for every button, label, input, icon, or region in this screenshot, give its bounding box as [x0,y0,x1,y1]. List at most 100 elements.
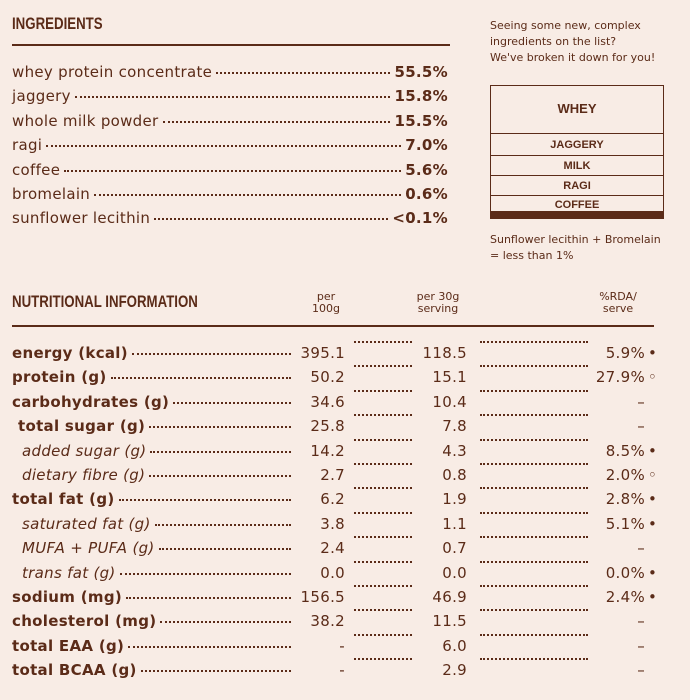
rda: – [637,417,645,436]
per-30g: 0.0 [442,563,467,582]
rda: 2.0% [605,466,645,484]
leader [480,585,588,587]
leader [149,426,291,429]
leader [64,169,402,172]
leader-wrap [476,414,592,419]
rda-marker: • [648,514,658,533]
rda: – [637,539,645,558]
layer: COFFEE [491,195,663,214]
leader-wrap [350,609,416,614]
ingredients-title: INGREDIENTS [12,14,103,33]
nutrient-row: cholesterol (mg) [12,612,295,630]
leader [154,218,389,221]
divider [12,325,654,327]
per-100g: 38.2 [310,612,345,631]
per-100g: 156.5 [300,588,345,606]
nutrient-name: added sugar (g) [22,441,147,460]
ingredient-name: whey protein concentrate [12,63,213,81]
divider [12,44,450,46]
leader-wrap [350,389,416,395]
leader [480,633,588,636]
layer-top: WHEY [557,101,597,116]
leader-wrap [476,609,592,614]
per-30g: 4.3 [442,441,467,460]
leader-wrap [476,536,592,541]
per-30g: 1.9 [442,490,467,509]
leader [158,548,291,551]
leader-wrap [476,658,592,663]
leader [126,597,291,599]
nutrient-row: dietary fibre (g) [22,466,295,484]
leader [154,523,291,526]
ingredient-name: whole milk powder [12,111,159,130]
leader [480,365,588,368]
nutrient-row: added sugar (g) [22,442,295,460]
per-30g: 2.9 [442,661,467,680]
leader-wrap [350,341,416,346]
leader [160,621,291,624]
leader-wrap [476,511,592,517]
ingredient-percent: 15.5% [394,111,448,130]
ingredient-row: coffee 5.6% [12,161,448,179]
per-100g: 25.8 [310,417,345,436]
leader [480,438,588,441]
leader [140,670,291,673]
per-30g: 6.0 [442,636,467,655]
per-100g: 2.4 [320,539,345,558]
rda: 5.9% [605,344,645,362]
per-30g: 7.8 [442,417,467,436]
per-30g: 118.5 [422,344,467,362]
leader [150,450,291,453]
leader [354,341,412,343]
leader [46,145,402,148]
leader-wrap [350,438,416,444]
nutrient-name: energy (kcal) [12,344,128,362]
ingredient-percent: 0.6% [405,185,448,203]
leader-wrap [476,585,592,590]
note: Seeing some new, complex ingredients on t… [490,18,680,66]
leader-wrap [350,487,416,492]
rda: – [637,612,645,631]
leader [354,511,412,514]
nutrient-name: dietary fibre (g) [22,466,146,484]
rda: – [637,392,645,411]
column-header: %RDA/serve [585,291,651,315]
leader [354,609,412,612]
ingredient-name: sunflower lecithin [12,209,151,228]
per-100g: 14.2 [310,441,345,460]
leader [74,96,391,99]
nutrient-name: protein (g) [12,368,107,387]
leader-wrap [350,536,416,541]
nutrient-row: total sugar (g) [18,417,295,435]
leader [480,487,588,490]
header-line: 100g [312,302,340,315]
per-100g: 3.8 [320,514,345,533]
ingredient-percent: <0.1% [392,209,448,228]
leader [354,438,412,441]
diagram-caption: Sunflower lecithin + Bromelain = less tha… [490,232,685,264]
leader [354,365,412,368]
ingredient-name: jaggery [12,87,71,106]
nutrient-row: energy (kcal) [12,344,295,362]
ingredient-row: whole milk powder 15.5% [12,112,448,130]
rda: 8.5% [605,441,645,460]
header-line: per [316,290,336,303]
ingredient-row: bromelain 0.6% [12,185,448,203]
leader [354,487,412,490]
ingredient-name: coffee [12,160,61,179]
per-100g: 0.0 [320,563,345,582]
per-30g: 0.7 [442,539,467,558]
ingredient-percent: 55.5% [394,63,448,81]
leader-wrap [350,658,416,663]
per-100g: 50.2 [310,368,345,387]
leader [480,414,588,417]
nutrient-row: trans fat (g) [22,564,295,582]
nutrient-name: sodium (mg) [12,588,123,606]
layer: JAGGERY [491,133,663,156]
header-line: serve [602,302,634,315]
ingredient-row: whey protein concentrate 55.5% [12,63,448,81]
ingredient-row: ragi 7.0% [12,136,448,154]
nutrient-name: cholesterol (mg) [12,612,157,631]
nutrient-row: protein (g) [12,368,295,386]
rda: 5.1% [605,514,645,533]
